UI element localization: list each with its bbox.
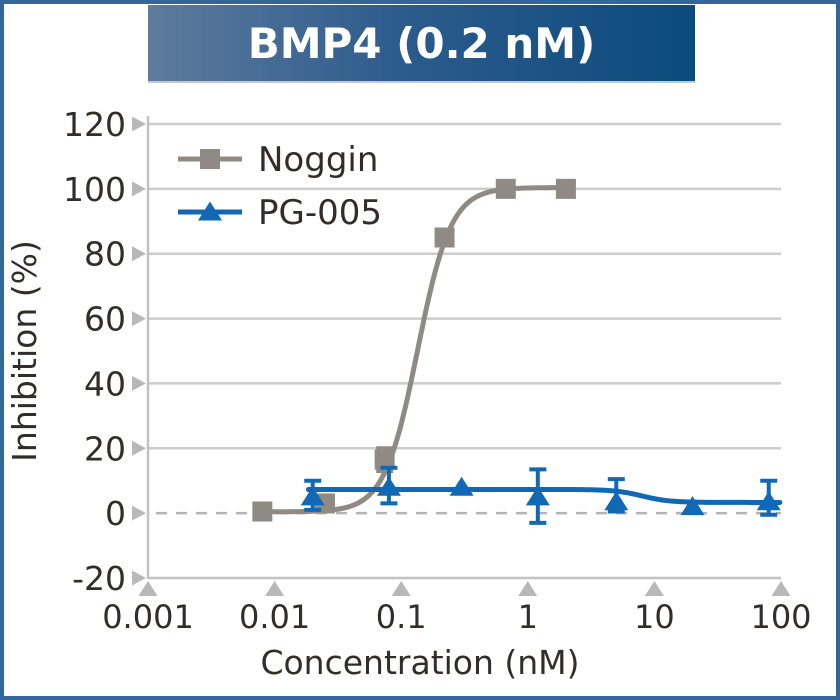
y-tick-label: 120 xyxy=(63,105,126,144)
x-tick-label: 1 xyxy=(518,598,538,636)
legend-marker-pg-005 xyxy=(198,201,222,221)
y-tick-triangle xyxy=(132,375,146,391)
y-tick-label: -20 xyxy=(72,559,126,598)
y-tick-triangle xyxy=(132,311,146,327)
marker-pg-005 xyxy=(756,491,781,511)
y-tick-label: 80 xyxy=(84,235,126,274)
marker-pg-005 xyxy=(376,476,401,496)
y-tick-triangle xyxy=(132,246,146,262)
curve-noggin xyxy=(259,185,569,515)
x-axis-title: Concentration (nM) xyxy=(260,643,579,682)
legend-label-noggin: Noggin xyxy=(258,140,378,180)
legend-marker-noggin xyxy=(200,149,220,169)
x-tick-label: 0.001 xyxy=(102,598,194,636)
y-tick-label: 40 xyxy=(84,364,126,403)
y-axis-title: Inhibition (%) xyxy=(5,240,44,462)
x-tick-triangle xyxy=(771,581,791,596)
y-tick-label: 20 xyxy=(84,429,126,468)
marker-noggin xyxy=(555,178,576,199)
marker-noggin xyxy=(434,227,455,248)
dose-response-chart: -20 0 20 40 60 80 100 120 0.001 0.01 0.1 1 10 100 Inhi… xyxy=(5,105,812,682)
x-tick-triangle xyxy=(518,581,538,596)
marker-noggin xyxy=(495,178,516,199)
marker-pg-005 xyxy=(680,496,705,516)
x-tick-label: 0.1 xyxy=(376,598,427,636)
x-tick-triangle xyxy=(138,581,158,596)
legend-label-pg-005: PG-005 xyxy=(258,193,382,233)
x-tick-triangle xyxy=(391,581,411,596)
legend-item-pg-005: PG-005 xyxy=(178,193,382,233)
y-tick-triangle xyxy=(132,505,146,521)
y-tick-triangle xyxy=(132,181,146,197)
x-tick-triangle xyxy=(644,581,664,596)
y-tick-label: 60 xyxy=(84,300,126,339)
y-tick-triangle xyxy=(132,440,146,456)
y-tick-triangle xyxy=(132,570,146,586)
y-tick-label: 100 xyxy=(63,170,126,209)
marker-noggin xyxy=(374,449,395,470)
x-tick-label: 0.01 xyxy=(239,598,310,636)
title-banner: BMP4 (0.2 nM) xyxy=(148,5,695,83)
x-tick-triangle xyxy=(265,581,285,596)
chart-title: BMP4 (0.2 nM) xyxy=(247,18,596,68)
legend: Noggin PG-005 xyxy=(178,140,382,233)
marker-pg-005 xyxy=(449,476,474,496)
marker-pg-005 xyxy=(604,491,629,511)
marker-pg-005 xyxy=(300,486,325,506)
marker-pg-005 xyxy=(525,486,550,506)
marker-noggin xyxy=(252,501,273,522)
y-tick-label: 0 xyxy=(105,494,126,533)
series-pg-005 xyxy=(300,465,783,525)
x-tick-label: 10 xyxy=(634,598,675,636)
y-tick-triangle xyxy=(132,116,146,132)
x-tick-label: 100 xyxy=(750,598,811,636)
legend-item-noggin: Noggin xyxy=(178,140,378,180)
